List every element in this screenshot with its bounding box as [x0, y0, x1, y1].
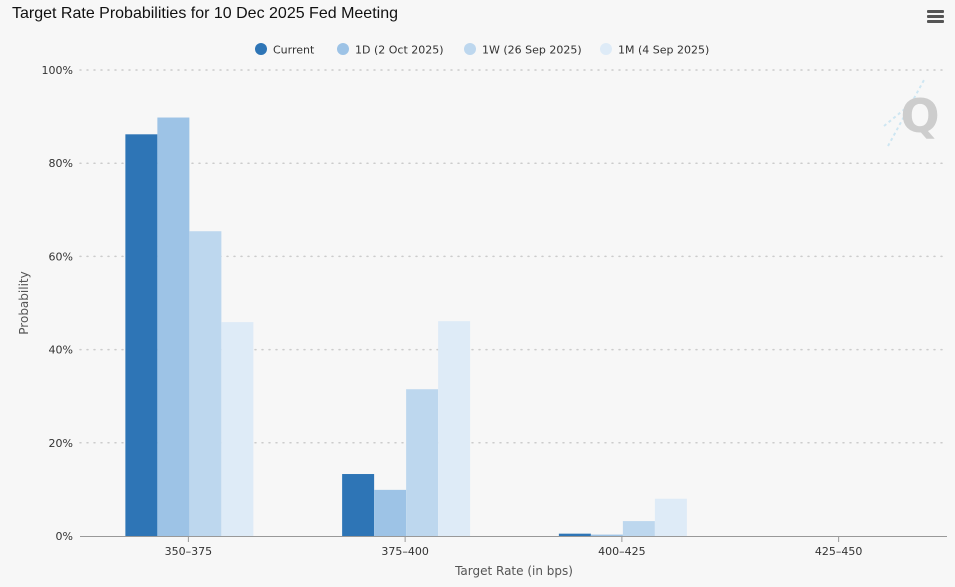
- svg-text:1W (26 Sep 2025): 1W (26 Sep 2025): [482, 44, 582, 57]
- svg-text:1M (4 Sep 2025): 1M (4 Sep 2025): [618, 44, 709, 57]
- q-logo-icon: Q: [883, 79, 940, 147]
- bar-400-425-3[interactable]: [654, 498, 687, 536]
- hamburger-menu-icon[interactable]: [926, 10, 946, 28]
- bar-350-375-1[interactable]: [157, 117, 190, 537]
- menu-bar: [927, 20, 944, 23]
- legend-item[interactable]: 1W (26 Sep 2025): [464, 43, 582, 57]
- x-tick-label: 350–375: [165, 545, 213, 558]
- bar-375-400-2[interactable]: [406, 389, 439, 536]
- legend-item[interactable]: 1D (2 Oct 2025): [337, 43, 444, 57]
- legend: Current 1D (2 Oct 2025) 1W (26 Sep 2025)…: [255, 43, 709, 57]
- y-tick-label: 40%: [49, 344, 73, 357]
- legend-item[interactable]: Current: [255, 43, 315, 57]
- y-tick-label: 60%: [49, 250, 73, 263]
- chart-title: Target Rate Probabilities for 10 Dec 202…: [12, 5, 398, 22]
- legend-marker-1d: [337, 43, 349, 55]
- bar-375-400-1[interactable]: [374, 489, 407, 536]
- x-tick-label: 375–400: [381, 545, 429, 558]
- y-tick-label: 80%: [49, 157, 73, 170]
- bar-375-400-3[interactable]: [438, 321, 471, 536]
- svg-text:1D (2 Oct 2025): 1D (2 Oct 2025): [355, 44, 444, 57]
- bar-350-375-2[interactable]: [189, 231, 222, 536]
- x-axis-title: Target Rate (in bps): [454, 564, 573, 578]
- menu-bar: [927, 10, 944, 13]
- y-tick-label: 0%: [56, 530, 73, 543]
- bar-375-400-0[interactable]: [342, 474, 375, 536]
- bar-350-375-3[interactable]: [221, 322, 254, 536]
- legend-item[interactable]: 1M (4 Sep 2025): [600, 43, 709, 57]
- bar-400-425-2[interactable]: [622, 521, 655, 536]
- bar-400-425-0[interactable]: [558, 533, 591, 536]
- legend-marker-1m: [600, 43, 612, 55]
- legend-marker-1w: [464, 43, 476, 55]
- y-tick-label: 100%: [42, 64, 73, 77]
- y-axis-title: Probability: [17, 271, 31, 334]
- y-tick-label: 20%: [49, 437, 73, 450]
- legend-marker-current: [255, 43, 267, 55]
- x-tick-label: 400–425: [598, 545, 646, 558]
- bar-400-425-1[interactable]: [590, 534, 623, 536]
- svg-text:Q: Q: [900, 89, 939, 143]
- menu-bar: [927, 15, 944, 18]
- svg-text:Current: Current: [273, 44, 315, 57]
- x-tick-label: 425–450: [815, 545, 863, 558]
- bar-350-375-0[interactable]: [125, 134, 158, 537]
